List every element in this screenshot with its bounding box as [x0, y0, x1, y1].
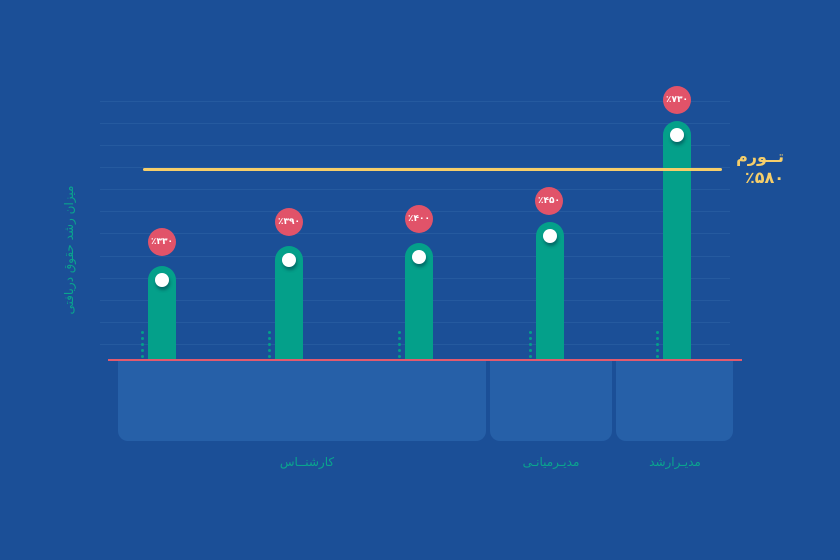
bar[interactable]: [405, 243, 433, 360]
bar-dot-icon: [543, 229, 557, 243]
group-label-expert: کارشنــاس: [279, 455, 335, 469]
panel-senior-manager: [616, 361, 733, 441]
bar-dot-icon: [282, 253, 296, 267]
dotted-marker-icon: [398, 331, 401, 361]
bar[interactable]: [536, 222, 564, 360]
value-badge: ٪۴۵۰: [535, 187, 563, 215]
dotted-marker-icon: [268, 331, 271, 361]
dotted-marker-icon: [529, 331, 532, 361]
x-axis-baseline: [108, 359, 742, 361]
grid-line: [100, 189, 730, 190]
inflation-value: ٪۵۸۰: [744, 168, 784, 187]
dotted-marker-icon: [656, 331, 659, 361]
grid-line: [100, 123, 730, 124]
value-badge: ٪۴۰۰: [405, 205, 433, 233]
grid-line: [100, 145, 730, 146]
value-badge: ٪۳۹۰: [275, 208, 303, 236]
grid-line: [100, 233, 730, 234]
grid-line: [100, 167, 730, 168]
inflation-title: تــورم: [736, 147, 784, 166]
y-axis-label: میزان رشد حقوق دریافتی: [62, 185, 76, 315]
bar-dot-icon: [155, 273, 169, 287]
inflation-label: تــورم ٪۵۸۰: [734, 146, 784, 188]
inflation-line: [143, 168, 722, 171]
value-badge: ٪۳۳۰: [148, 228, 176, 256]
bar[interactable]: [148, 266, 176, 360]
bar[interactable]: [663, 121, 691, 360]
value-badge: ٪۷۳۰: [663, 86, 691, 114]
bar-dot-icon: [412, 250, 426, 264]
dotted-marker-icon: [141, 331, 144, 361]
group-label-middle-manager: مدیـرمیانـی: [522, 455, 580, 469]
panel-expert: [118, 361, 486, 441]
grid-line: [100, 101, 730, 102]
group-label-senior-manager: مدیـرارشد: [649, 455, 701, 469]
bar-dot-icon: [670, 128, 684, 142]
panel-middle-manager: [490, 361, 612, 441]
bar[interactable]: [275, 246, 303, 360]
